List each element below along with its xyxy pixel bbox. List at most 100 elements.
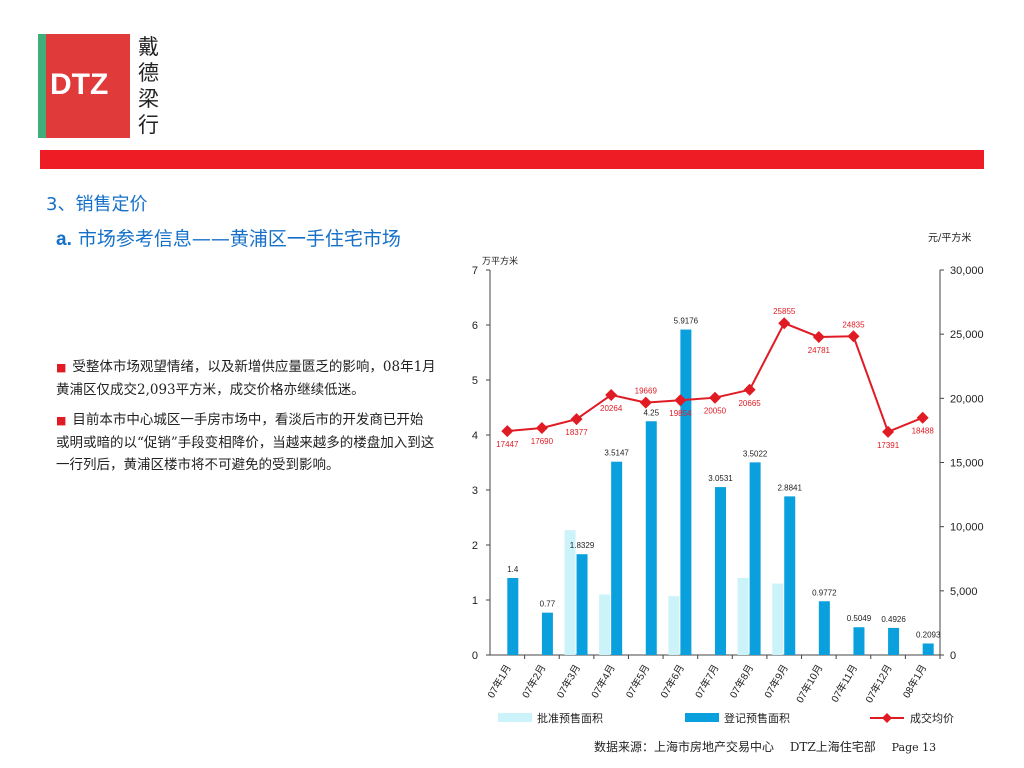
- bar-approved: [564, 530, 576, 655]
- right-tick-label: 30,000: [950, 265, 984, 277]
- left-tick-label: 2: [472, 540, 478, 552]
- price-value-label: 18488: [912, 427, 935, 436]
- legend-label-approved: 批准预售面积: [537, 711, 603, 725]
- sub-heading-prefix: a.: [56, 229, 72, 250]
- left-tick-label: 7: [472, 265, 478, 277]
- bar-approved: [668, 596, 680, 655]
- bar-registered: [749, 462, 761, 655]
- x-tick-label: 07年4月: [588, 662, 618, 700]
- section-heading: 3、销售定价: [46, 194, 148, 215]
- x-tick-label: 07年11月: [828, 662, 860, 704]
- bar-value-label: 0.9772: [812, 588, 837, 597]
- right-tick-label: 15,000: [950, 458, 984, 470]
- price-point: [674, 394, 687, 407]
- logo-chinese-name: 戴 德 梁 行: [138, 34, 166, 138]
- price-point: [501, 425, 514, 438]
- right-tick-label: 25,000: [950, 329, 984, 341]
- bar-registered: [853, 627, 865, 655]
- x-tick-label: 07年1月: [484, 662, 514, 700]
- bar-registered: [715, 487, 726, 655]
- left-tick-label: 6: [472, 320, 478, 332]
- bar-value-label: 0.5049: [847, 614, 872, 623]
- left-axis-unit: 万平方米: [482, 255, 518, 266]
- bar-value-label: 1.8329: [570, 541, 595, 550]
- bar-approved: [772, 583, 784, 655]
- price-value-label: 18377: [565, 428, 588, 437]
- bar-value-label: 3.0531: [708, 474, 733, 483]
- price-value-label: 24835: [842, 320, 865, 329]
- x-tick-label: 07年10月: [793, 662, 825, 705]
- bar-registered: [611, 461, 623, 655]
- header-red-bar: [40, 150, 984, 169]
- bar-registered: [922, 643, 934, 655]
- price-point: [743, 383, 756, 396]
- company-logo: DTZ 戴 德 梁 行: [38, 34, 168, 140]
- x-tick-label: 07年12月: [862, 662, 894, 705]
- legend-swatch-approved: [498, 713, 532, 722]
- logo-char: 戴: [138, 35, 159, 59]
- bar-value-label: 5.9176: [674, 317, 699, 326]
- right-tick-label: 10,000: [950, 522, 984, 534]
- x-tick-label: 07年6月: [657, 662, 687, 700]
- bullet-square-icon: ■: [56, 361, 67, 374]
- bar-approved: [599, 594, 611, 655]
- price-value-label: 25855: [773, 307, 796, 316]
- bar-value-label: 0.77: [540, 600, 556, 609]
- bar-registered: [645, 421, 657, 655]
- price-point: [847, 330, 860, 343]
- logo-char: 行: [138, 113, 159, 137]
- bar-value-label: 2.8841: [777, 483, 802, 492]
- bar-registered: [507, 578, 519, 655]
- left-tick-label: 4: [472, 430, 478, 442]
- bullet-square-icon: ■: [56, 414, 67, 427]
- price-point: [535, 421, 548, 434]
- price-point: [812, 330, 825, 343]
- price-value-label: 20050: [704, 407, 727, 416]
- right-axis-unit: 元/平方米: [928, 233, 972, 244]
- price-point: [709, 391, 721, 404]
- price-value-label: 20665: [738, 399, 761, 408]
- legend-label-registered: 登记预售面积: [724, 711, 790, 725]
- bullet-list: ■ 受整体市场观望情绪，以及新增供应量匮乏的影响，08年1月黄浦区仅成交2,093…: [56, 356, 436, 484]
- bar-registered: [541, 612, 553, 655]
- left-tick-label: 5: [472, 375, 478, 387]
- footer: 数据来源：上海市房地产交易中心 DTZ上海住宅部 Page 13: [594, 738, 936, 755]
- logo-green-stripe: [38, 34, 46, 138]
- legend-marker-price: [882, 713, 892, 723]
- bullet-item: ■ 受整体市场观望情绪，以及新增供应量匮乏的影响，08年1月黄浦区仅成交2,093…: [56, 356, 436, 401]
- logo-char: 梁: [138, 87, 159, 111]
- price-point: [605, 388, 618, 401]
- price-value-label: 24781: [808, 346, 831, 355]
- price-value-label: 19669: [635, 387, 658, 396]
- bar-value-label: 1.4: [507, 565, 519, 574]
- logo-char: 德: [138, 61, 159, 85]
- left-tick-label: 0: [472, 650, 478, 662]
- price-point: [570, 413, 583, 426]
- bar-approved: [737, 578, 749, 655]
- bar-value-label: 4.25: [643, 408, 659, 417]
- left-tick-label: 3: [472, 485, 478, 497]
- price-point: [916, 411, 929, 424]
- legend-swatch-registered: [685, 713, 719, 722]
- logo-red-block: [46, 34, 130, 138]
- bar-registered: [818, 601, 830, 655]
- right-tick-label: 5,000: [950, 586, 978, 598]
- page-number: Page 13: [891, 741, 937, 754]
- right-tick-label: 0: [950, 650, 956, 662]
- legend-label-price: 成交均价: [910, 711, 954, 725]
- left-tick-label: 1: [472, 595, 478, 607]
- logo-brand-text: DTZ: [50, 68, 109, 101]
- x-tick-label: 07年9月: [761, 662, 791, 700]
- x-tick-label: 07年7月: [692, 662, 722, 700]
- bar-registered: [680, 329, 692, 655]
- bar-value-label: 0.2093: [916, 630, 941, 639]
- price-point: [639, 396, 652, 409]
- price-point: [778, 317, 791, 330]
- bullet-item: ■ 目前本市中心城区一手房市场中，看淡后市的开发商已开始或明或暗的以“促销”手段变…: [56, 409, 436, 476]
- bar-registered: [576, 554, 588, 655]
- bullet-text: 目前本市中心城区一手房市场中，看淡后市的开发商已开始或明或暗的以“促销”手段变相…: [56, 412, 435, 473]
- bar-value-label: 3.5022: [743, 449, 768, 458]
- price-value-label: 17391: [877, 441, 900, 450]
- x-tick-label: 08年1月: [900, 662, 930, 700]
